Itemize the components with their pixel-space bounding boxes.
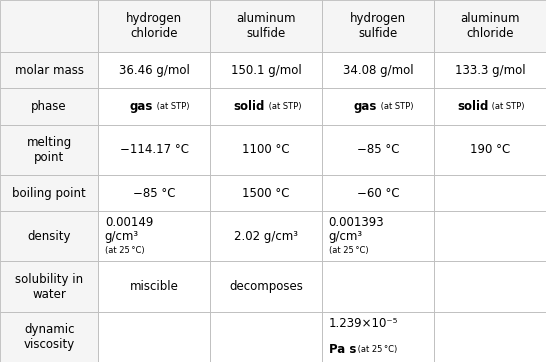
Bar xyxy=(322,0,434,52)
Text: 0.001393: 0.001393 xyxy=(329,216,384,229)
Text: −114.17 °C: −114.17 °C xyxy=(120,143,189,156)
Text: (at 25 °C): (at 25 °C) xyxy=(329,246,369,255)
Text: −85 °C: −85 °C xyxy=(133,186,175,199)
Bar xyxy=(0,261,98,312)
Bar xyxy=(210,211,322,261)
Text: 150.1 g/mol: 150.1 g/mol xyxy=(231,64,301,77)
Text: g/cm³: g/cm³ xyxy=(105,230,139,243)
Bar xyxy=(98,175,210,211)
Bar xyxy=(210,175,322,211)
Text: solid: solid xyxy=(234,100,265,113)
Bar xyxy=(434,88,546,125)
Bar xyxy=(0,175,98,211)
Text: solubility in
water: solubility in water xyxy=(15,273,83,300)
Bar xyxy=(322,52,434,88)
Text: 1100 °C: 1100 °C xyxy=(242,143,290,156)
Text: gas: gas xyxy=(354,100,377,113)
Text: 34.08 g/mol: 34.08 g/mol xyxy=(343,64,413,77)
Text: dynamic
viscosity: dynamic viscosity xyxy=(23,323,75,351)
Bar xyxy=(0,125,98,175)
Text: (at 25 °C): (at 25 °C) xyxy=(105,246,145,255)
Bar xyxy=(98,211,210,261)
Text: 190 °C: 190 °C xyxy=(470,143,510,156)
Text: 36.46 g/mol: 36.46 g/mol xyxy=(119,64,189,77)
Bar xyxy=(0,211,98,261)
Text: aluminum
chloride: aluminum chloride xyxy=(460,12,520,40)
Bar xyxy=(0,52,98,88)
Bar xyxy=(210,125,322,175)
Bar xyxy=(322,211,434,261)
Bar xyxy=(210,312,322,362)
Text: (at STP): (at STP) xyxy=(154,102,189,111)
Bar xyxy=(322,261,434,312)
Text: (at STP): (at STP) xyxy=(378,102,413,111)
Bar xyxy=(210,88,322,125)
Bar xyxy=(434,312,546,362)
Text: boiling point: boiling point xyxy=(12,186,86,199)
Text: gas: gas xyxy=(130,100,153,113)
Text: (at STP): (at STP) xyxy=(489,102,525,111)
Bar xyxy=(322,312,434,362)
Text: melting
point: melting point xyxy=(27,136,72,164)
Bar xyxy=(0,0,98,52)
Text: −85 °C: −85 °C xyxy=(357,143,399,156)
Bar xyxy=(210,52,322,88)
Bar xyxy=(0,88,98,125)
Text: (at STP): (at STP) xyxy=(266,102,301,111)
Bar xyxy=(434,0,546,52)
Text: 2.02 g/cm³: 2.02 g/cm³ xyxy=(234,230,298,243)
Bar xyxy=(322,88,434,125)
Bar xyxy=(322,125,434,175)
Bar xyxy=(98,312,210,362)
Bar xyxy=(98,125,210,175)
Bar xyxy=(98,52,210,88)
Bar xyxy=(434,175,546,211)
Text: 1500 °C: 1500 °C xyxy=(242,186,290,199)
Bar xyxy=(0,312,98,362)
Text: hydrogen
sulfide: hydrogen sulfide xyxy=(350,12,406,40)
Bar xyxy=(434,211,546,261)
Text: −60 °C: −60 °C xyxy=(357,186,400,199)
Text: (at 25 °C): (at 25 °C) xyxy=(355,345,397,354)
Bar xyxy=(434,52,546,88)
Text: molar mass: molar mass xyxy=(15,64,84,77)
Bar xyxy=(434,125,546,175)
Bar xyxy=(98,261,210,312)
Bar xyxy=(434,261,546,312)
Bar xyxy=(210,0,322,52)
Bar xyxy=(98,88,210,125)
Bar xyxy=(322,175,434,211)
Text: 133.3 g/mol: 133.3 g/mol xyxy=(455,64,525,77)
Text: Pa s: Pa s xyxy=(329,344,356,357)
Text: miscible: miscible xyxy=(130,280,179,293)
Text: density: density xyxy=(27,230,71,243)
Text: 1.239×10⁻⁵: 1.239×10⁻⁵ xyxy=(329,317,398,330)
Text: solid: solid xyxy=(458,100,489,113)
Bar xyxy=(98,0,210,52)
Text: decomposes: decomposes xyxy=(229,280,303,293)
Text: hydrogen
chloride: hydrogen chloride xyxy=(126,12,182,40)
Text: aluminum
sulfide: aluminum sulfide xyxy=(236,12,296,40)
Text: g/cm³: g/cm³ xyxy=(329,230,363,243)
Text: phase: phase xyxy=(31,100,67,113)
Bar xyxy=(210,261,322,312)
Text: 0.00149: 0.00149 xyxy=(105,216,153,229)
